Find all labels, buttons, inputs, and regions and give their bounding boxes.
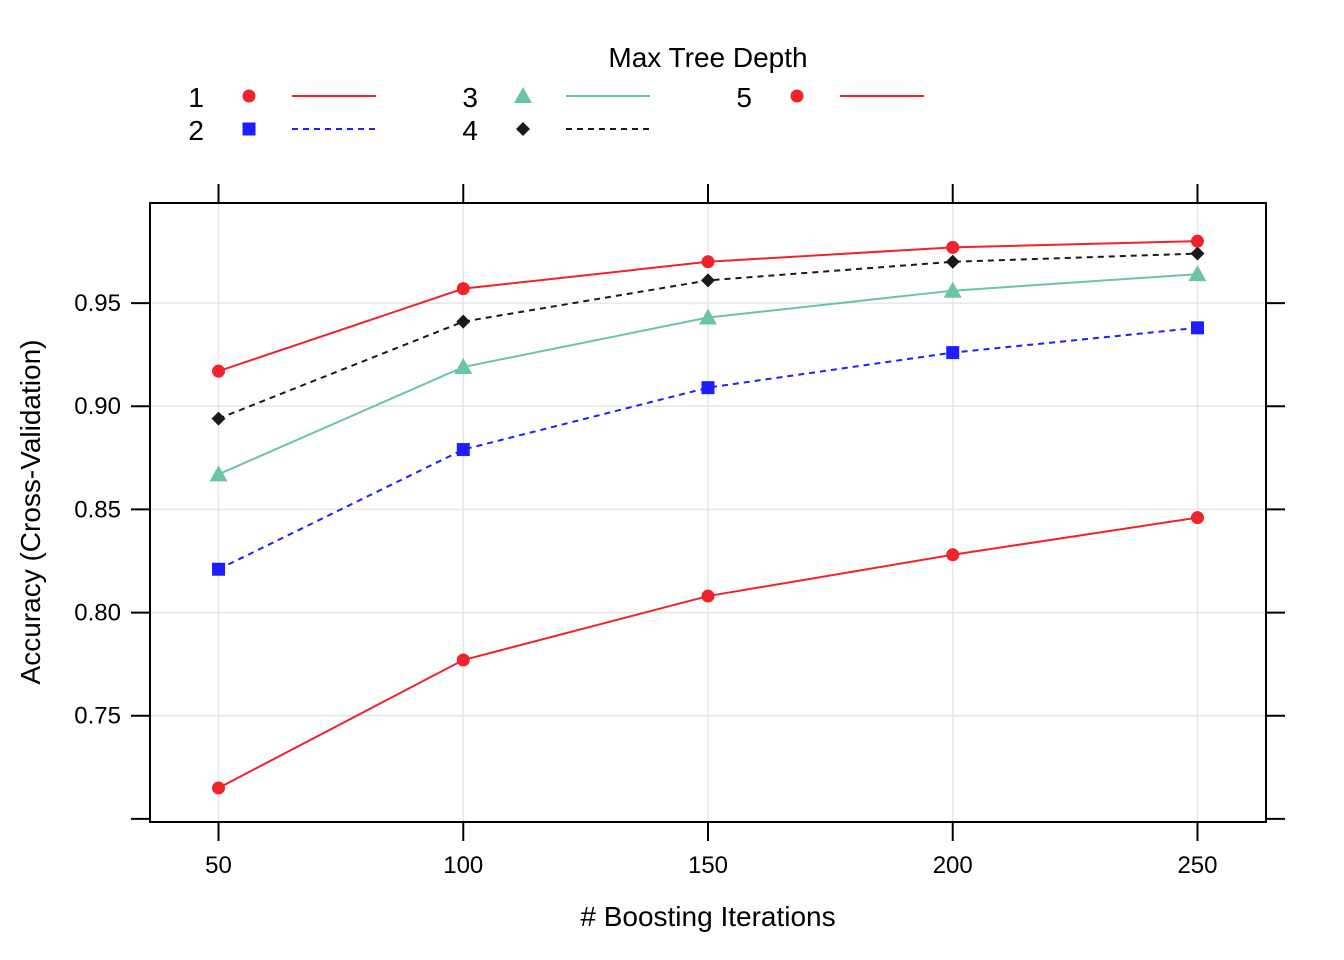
legend: Max Tree Depth 12 34 5 bbox=[188, 42, 924, 146]
x-tick-label: 50 bbox=[205, 852, 232, 879]
series-2-point bbox=[946, 346, 960, 360]
legend-label: 3 bbox=[462, 82, 478, 113]
x-tick-label: 250 bbox=[1177, 852, 1217, 879]
series-3-point bbox=[209, 465, 228, 482]
series-5-point bbox=[946, 240, 960, 254]
series-3 bbox=[209, 265, 1207, 482]
series-2-point bbox=[212, 562, 226, 576]
series-4 bbox=[211, 246, 1205, 426]
legend-item-3: 3 bbox=[462, 82, 650, 113]
series-4-point bbox=[211, 411, 226, 426]
series-1-point bbox=[456, 653, 470, 667]
legend-label: 5 bbox=[736, 82, 752, 113]
series-3-point bbox=[699, 308, 717, 325]
series-2-point bbox=[701, 381, 715, 395]
series-2-point bbox=[456, 443, 470, 457]
series-3-point bbox=[1188, 265, 1207, 282]
legend-label: 2 bbox=[188, 115, 204, 146]
series-5 bbox=[212, 234, 1204, 378]
legend-item-2: 2 bbox=[188, 115, 376, 146]
series-2-point bbox=[1190, 321, 1204, 335]
series-1-point bbox=[946, 548, 960, 562]
legend-marker bbox=[516, 122, 530, 136]
y-tick-label: 0.90 bbox=[74, 393, 121, 420]
gridlines bbox=[150, 203, 1266, 822]
x-axis-title: # Boosting Iterations bbox=[580, 901, 835, 932]
series-3-point bbox=[454, 358, 473, 375]
y-tick-label: 0.95 bbox=[74, 290, 121, 317]
series-5-point bbox=[701, 255, 715, 269]
series-1 bbox=[212, 511, 1204, 795]
series-5-point bbox=[212, 364, 226, 378]
legend-item-5: 5 bbox=[736, 82, 924, 113]
x-tick-label: 200 bbox=[933, 852, 973, 879]
series-2 bbox=[212, 321, 1204, 576]
legend-label: 1 bbox=[188, 82, 204, 113]
legend-marker bbox=[790, 89, 804, 103]
y-tick-label: 0.85 bbox=[74, 496, 121, 523]
legend-marker bbox=[514, 87, 532, 103]
series-1-point bbox=[701, 589, 715, 603]
series-4-point bbox=[945, 254, 960, 269]
series-2-line bbox=[218, 326, 1198, 571]
x-tick-label: 100 bbox=[443, 852, 483, 879]
legend-title: Max Tree Depth bbox=[608, 42, 807, 73]
legend-marker bbox=[242, 89, 256, 103]
series-1-point bbox=[1190, 511, 1204, 525]
axes: 50 100 150 200 250 0.75 0.80 0.85 0.90 0.95 bbox=[74, 184, 1285, 879]
series-1-point bbox=[212, 781, 226, 795]
x-tick-label: 150 bbox=[688, 852, 728, 879]
y-tick-label: 0.80 bbox=[74, 600, 121, 627]
series-4-point bbox=[1190, 246, 1205, 261]
y-tick-label: 0.75 bbox=[74, 703, 121, 730]
legend-label: 4 bbox=[462, 115, 478, 146]
series-4-point bbox=[456, 314, 471, 329]
legend-marker bbox=[242, 122, 256, 136]
legend-item-4: 4 bbox=[462, 115, 650, 146]
series-3-point bbox=[943, 281, 962, 298]
series-group bbox=[209, 234, 1207, 795]
series-5-point bbox=[456, 282, 470, 296]
y-axis-title: Accuracy (Cross-Validation) bbox=[15, 340, 46, 685]
series-5-point bbox=[1190, 234, 1204, 248]
series-4-point bbox=[701, 273, 715, 288]
legend-item-1: 1 bbox=[188, 82, 376, 113]
